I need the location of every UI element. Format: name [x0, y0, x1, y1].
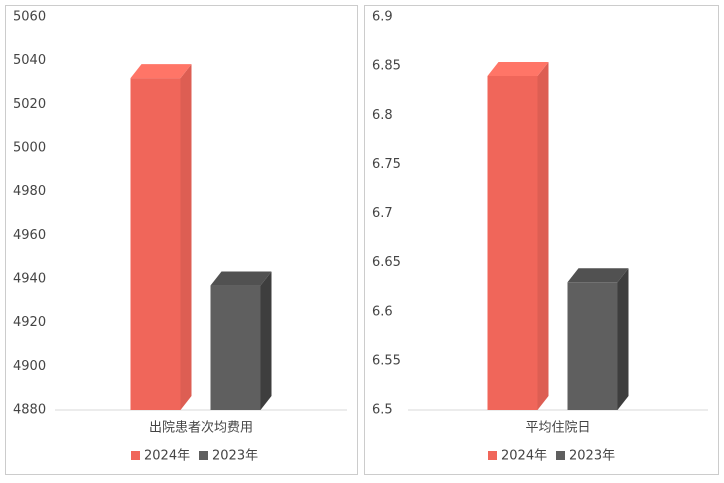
legend-swatch [488, 451, 497, 460]
y-tick-label: 4960 [13, 228, 46, 243]
y-tick-label: 5000 [13, 141, 46, 156]
y-tick-label: 6.65 [372, 255, 401, 270]
y-tick-label: 6.8 [372, 108, 393, 123]
y-tick-label: 4980 [13, 184, 46, 199]
y-tick-label: 6.9 [372, 10, 393, 25]
y-tick-label: 4880 [13, 403, 46, 418]
bar-face [210, 271, 272, 286]
legend-swatch [131, 451, 140, 460]
legend-label: 2023年 [212, 449, 258, 464]
bar-face [130, 64, 192, 79]
y-tick-label: 6.85 [372, 59, 401, 74]
bar-face [567, 268, 629, 283]
y-tick-label: 6.5 [372, 403, 393, 418]
y-tick-label: 6.7 [372, 206, 393, 221]
y-tick-label: 5060 [13, 10, 46, 25]
y-tick-label: 4920 [13, 315, 46, 330]
bar-face [487, 61, 549, 76]
bar [487, 61, 549, 410]
y-tick-label: 4900 [13, 359, 46, 374]
y-tick-label: 5040 [13, 53, 46, 68]
y-tick-label: 6.55 [372, 353, 401, 368]
bar-face [567, 282, 618, 410]
legend-label: 2024年 [501, 449, 547, 464]
legend-label: 2024年 [144, 449, 190, 464]
bar-face [180, 64, 192, 410]
bar [210, 271, 272, 410]
y-tick-label: 4940 [13, 272, 46, 287]
bar [567, 268, 629, 410]
legend-label: 2023年 [569, 449, 615, 464]
y-tick-label: 6.75 [372, 157, 401, 172]
bar-face [260, 271, 272, 410]
bar-face [617, 268, 629, 410]
y-tick-label: 5020 [13, 97, 46, 112]
x-tick-label: 出院患者次均费用 [149, 420, 253, 436]
bar-face [487, 75, 538, 410]
legend-swatch [199, 451, 208, 460]
bar-face [210, 285, 261, 410]
bar-face [537, 61, 549, 410]
bar-face [130, 78, 181, 410]
bar [130, 64, 192, 410]
legend-swatch [556, 451, 565, 460]
y-tick-label: 6.6 [372, 304, 393, 319]
x-tick-label: 平均住院日 [525, 421, 590, 436]
